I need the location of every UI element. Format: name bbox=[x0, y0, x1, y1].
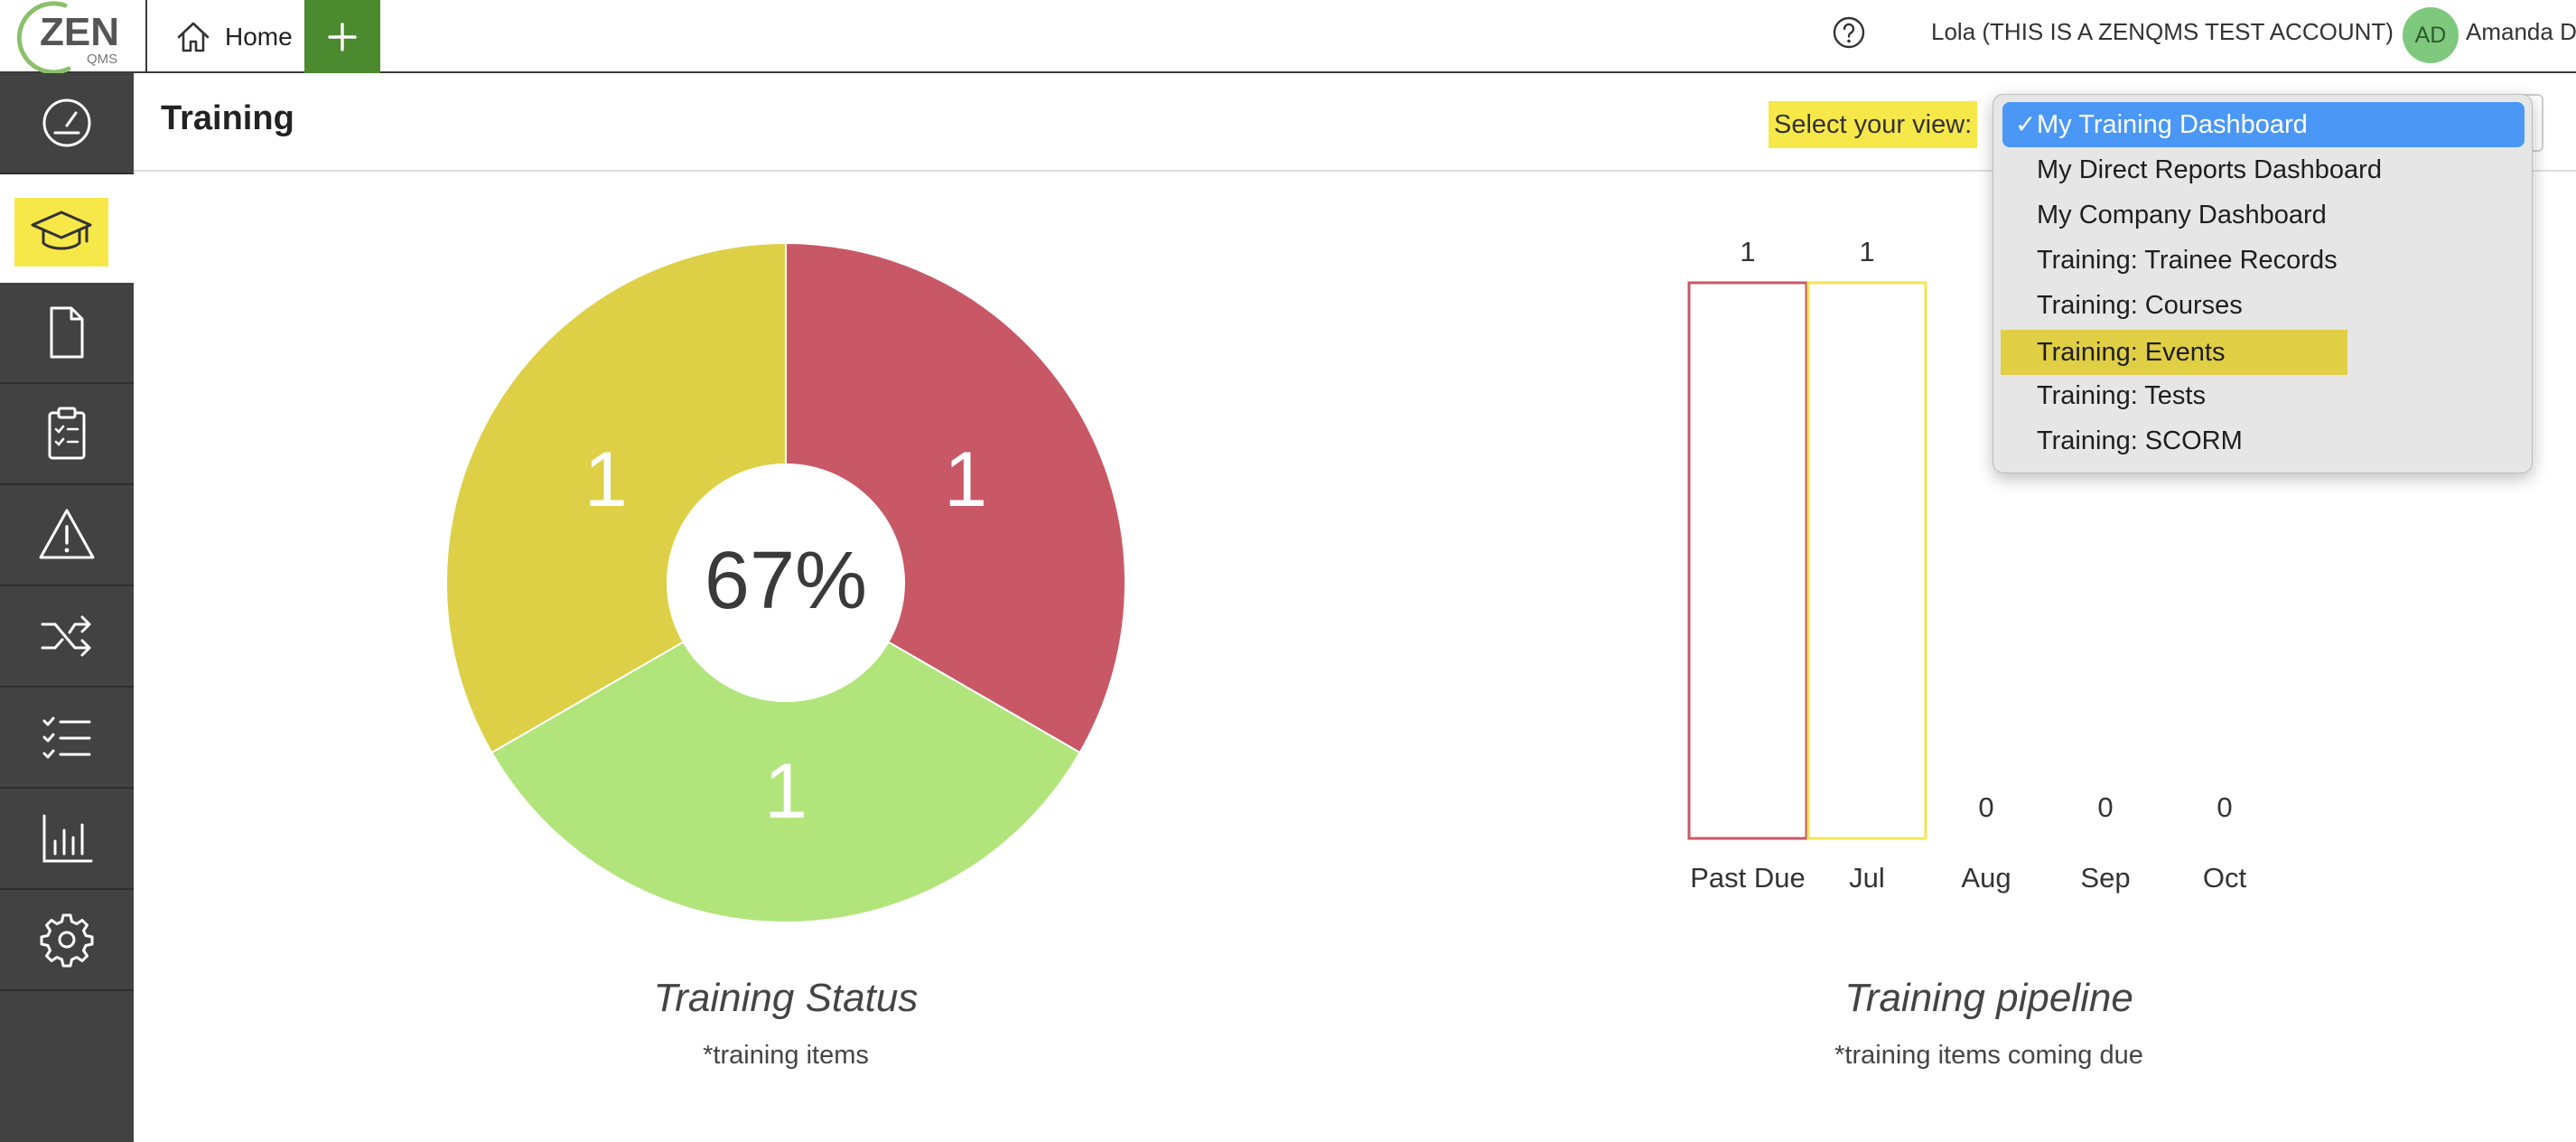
home-tab[interactable]: Home bbox=[147, 0, 304, 73]
training-pipeline-title: Training pipeline bbox=[1844, 976, 2133, 1020]
sidebar-item-tasks[interactable] bbox=[0, 688, 134, 789]
sidebar-item-audits[interactable] bbox=[0, 384, 134, 485]
graduation-cap-icon bbox=[31, 211, 92, 250]
logo-subtext: QMS bbox=[87, 51, 117, 67]
dropdown-option-my-training-dashboard[interactable]: ✓ My Training Dashboard bbox=[2002, 102, 2525, 147]
view-select-label: Select your view: bbox=[1769, 101, 1978, 148]
dropdown-option-scorm[interactable]: Training: SCORM bbox=[2037, 426, 2243, 455]
page-title: Training bbox=[161, 99, 294, 137]
bar-value-label-1: 1 bbox=[1859, 236, 1874, 267]
gear-icon bbox=[40, 913, 94, 968]
warning-triangle-icon bbox=[39, 509, 95, 559]
user-name[interactable]: Amanda D bbox=[2466, 18, 2576, 45]
top-bar: ZEN QMS Home Lola (THIS IS A ZENQMS TEST… bbox=[0, 0, 2576, 75]
dropdown-option-tests[interactable]: Training: Tests bbox=[2037, 381, 2206, 410]
training-pipeline-chart: 1 Past Due 1 Jul 0 Aug 0 Sep 0 Oct bbox=[1687, 236, 2247, 894]
training-pipeline-subtitle: *training items coming due bbox=[1834, 1041, 2143, 1070]
document-icon bbox=[50, 306, 84, 359]
bar-value-label-2: 0 bbox=[1978, 791, 1993, 823]
dropdown-option-direct-reports-dashboard[interactable]: My Direct Reports Dashboard bbox=[2037, 155, 2382, 184]
sidebar-item-documents[interactable] bbox=[0, 283, 134, 384]
sidebar-item-training-highlight[interactable] bbox=[14, 198, 108, 267]
sidebar-item-reports[interactable] bbox=[0, 789, 134, 890]
training-status-title: Training Status bbox=[653, 976, 919, 1020]
avatar[interactable]: AD bbox=[2403, 7, 2459, 63]
dropdown-option-company-dashboard[interactable]: My Company Dashboard bbox=[2037, 201, 2327, 229]
bar-0[interactable] bbox=[1687, 281, 1808, 840]
sidebar-item-settings[interactable] bbox=[0, 890, 134, 991]
shuffle-icon bbox=[41, 615, 91, 657]
donut-slice-label-2: 1 bbox=[584, 436, 628, 523]
view-dropdown-menu[interactable]: ✓ My Training Dashboard My Direct Report… bbox=[1993, 94, 2533, 473]
sidebar-item-dashboard[interactable] bbox=[0, 73, 134, 174]
home-icon bbox=[177, 22, 210, 51]
dropdown-option-trainee-records[interactable]: Training: Trainee Records bbox=[2037, 246, 2338, 275]
dropdown-option-events[interactable]: Training: Events bbox=[2001, 330, 2347, 375]
header-divider bbox=[134, 170, 2576, 172]
zenqms-logo[interactable]: ZEN QMS bbox=[0, 0, 147, 75]
bar-category-label-4: Oct bbox=[2203, 862, 2247, 894]
donut-slice-label-1: 1 bbox=[764, 748, 807, 835]
bar-value-label-0: 1 bbox=[1740, 236, 1755, 267]
bar-value-label-4: 0 bbox=[2217, 791, 2232, 823]
plus-icon bbox=[328, 22, 357, 51]
sidebar-item-change-control[interactable] bbox=[0, 586, 134, 688]
clipboard-checklist-icon bbox=[48, 407, 86, 460]
sidebar bbox=[0, 73, 134, 1142]
logo-text: ZEN bbox=[40, 10, 119, 54]
add-button[interactable] bbox=[304, 0, 380, 73]
dropdown-option-label: My Training Dashboard bbox=[2037, 110, 2308, 139]
training-status-chart: 1 1 1 67% bbox=[445, 241, 1126, 923]
check-icon: ✓ bbox=[2015, 110, 2037, 138]
donut-center-label: 67% bbox=[705, 536, 867, 626]
donut-slice-1[interactable] bbox=[490, 581, 1081, 923]
bar-chart-icon bbox=[42, 814, 93, 863]
training-status-subtitle: *training items bbox=[703, 1041, 869, 1070]
bar-category-label-3: Sep bbox=[2080, 862, 2130, 894]
checklist-icon bbox=[42, 716, 91, 759]
dashboard-gauge-icon bbox=[42, 98, 91, 147]
donut-hole bbox=[667, 463, 905, 702]
bar-category-label-1: Jul bbox=[1849, 862, 1885, 894]
home-tab-label: Home bbox=[225, 22, 293, 51]
dropdown-option-courses[interactable]: Training: Courses bbox=[2037, 291, 2243, 320]
bar-category-label-0: Past Due bbox=[1690, 862, 1806, 894]
help-icon[interactable] bbox=[1832, 15, 1866, 50]
account-name[interactable]: Lola (THIS IS A ZENQMS TEST ACCOUNT) bbox=[1931, 18, 2394, 45]
bar-category-label-2: Aug bbox=[1961, 862, 2011, 894]
bar-1[interactable] bbox=[1806, 281, 1927, 840]
bar-value-label-3: 0 bbox=[2097, 791, 2113, 823]
sidebar-item-deviations[interactable] bbox=[0, 485, 134, 586]
donut-slice-label-0: 1 bbox=[944, 436, 987, 523]
